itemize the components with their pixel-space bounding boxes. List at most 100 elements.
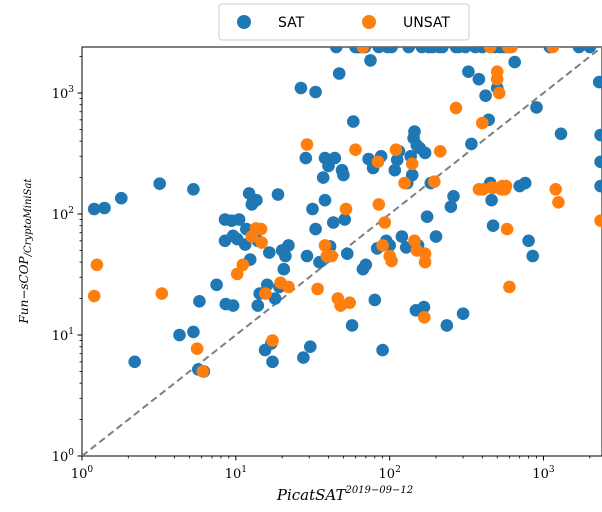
sat-point [364, 54, 377, 67]
unsat-point [255, 236, 268, 249]
sat-point [268, 292, 282, 305]
sat-point [486, 219, 500, 232]
sat-point [128, 355, 141, 369]
unsat-point [433, 145, 447, 158]
sat-point [226, 299, 240, 312]
unsat-point [266, 334, 279, 347]
sat-point [232, 213, 246, 226]
sat-point [594, 128, 602, 142]
sat-point [462, 65, 475, 78]
sat-point [309, 85, 322, 99]
sat-point [594, 155, 602, 169]
unsat-point [499, 179, 513, 193]
sat-point [376, 343, 389, 357]
sat-point [429, 230, 443, 243]
sat-point [98, 201, 111, 215]
sat-point [251, 299, 265, 312]
unsat-point [476, 116, 489, 130]
sat-point [359, 258, 373, 272]
sat-point [263, 246, 276, 259]
sat-point [368, 293, 382, 307]
unsat-point [343, 296, 357, 310]
sat-point [479, 89, 492, 102]
sat-point [297, 351, 310, 364]
sat-point [271, 188, 285, 201]
x-tick-label: 101 [225, 465, 247, 482]
x-axis-label-superscript: 2019−09−12 [344, 485, 413, 496]
unsat-point [449, 101, 463, 115]
y-tick-label: 100 [52, 448, 75, 465]
sat-point [309, 222, 322, 236]
y-tick-label: 103 [52, 85, 75, 102]
sat-point [347, 115, 360, 128]
sat-point [420, 210, 434, 223]
unsat-point [282, 280, 295, 294]
sat-point [583, 47, 597, 54]
sat-point [279, 249, 292, 263]
sat-point [250, 193, 263, 207]
sat-point [328, 151, 342, 165]
sat-point [436, 47, 449, 54]
sat-point [472, 72, 486, 86]
unsat-point [594, 214, 602, 227]
sat-point [87, 202, 101, 216]
sat-point [153, 177, 166, 190]
sat-point [444, 200, 458, 213]
sat-point [385, 47, 398, 54]
unsat-point [300, 138, 314, 151]
sat-point [294, 81, 308, 95]
unsat-point [371, 155, 385, 169]
y-tick-label: 101 [52, 327, 74, 344]
sat-point [522, 234, 535, 248]
sat-point [530, 101, 543, 114]
sat-point [337, 168, 350, 182]
unsat-point [196, 365, 210, 378]
sat-point [592, 75, 602, 89]
unsat-point [349, 143, 362, 156]
sat-point [330, 47, 343, 54]
sat-point [187, 183, 200, 196]
unsat-point [408, 234, 421, 248]
sat-point [594, 179, 602, 193]
unsat-point [483, 47, 497, 54]
unsat-point [230, 267, 244, 281]
sat-point [300, 249, 314, 263]
sat-point [485, 193, 498, 207]
sat-point [316, 171, 330, 184]
unsat-point [259, 287, 272, 300]
legend: SAT UNSAT [218, 3, 470, 41]
unsat-point [418, 311, 431, 324]
unsat-point [398, 176, 411, 190]
sat-point [277, 262, 291, 276]
unsat-point [155, 287, 169, 300]
sat-point [418, 146, 432, 160]
x-tick-label: 102 [379, 465, 401, 482]
unsat-point [325, 249, 339, 263]
sat-point [459, 47, 472, 54]
unsat-point [378, 216, 392, 229]
sat-point [554, 127, 568, 141]
x-tick-label: 100 [71, 465, 94, 482]
data-points [87, 47, 602, 378]
sat-point [266, 355, 279, 369]
legend-box [218, 3, 470, 41]
sat-point [526, 249, 539, 263]
y-tick-label: 102 [52, 206, 74, 223]
sat-point [193, 295, 206, 308]
sat-point [115, 191, 128, 205]
unsat-point [389, 143, 403, 156]
sat-point [306, 202, 319, 216]
unsat-point [90, 258, 104, 272]
unsat-point [339, 202, 353, 216]
unsat-point [372, 198, 386, 211]
sat-point [395, 230, 409, 243]
unsat-point [546, 47, 560, 54]
unsat-point [500, 222, 514, 236]
sat-point [327, 216, 340, 229]
sat-point [417, 300, 431, 314]
sat-point [465, 137, 478, 151]
legend-marker-unsat [362, 15, 376, 29]
sat-point [345, 319, 359, 332]
unsat-point [236, 258, 250, 272]
sat-point [408, 125, 421, 138]
